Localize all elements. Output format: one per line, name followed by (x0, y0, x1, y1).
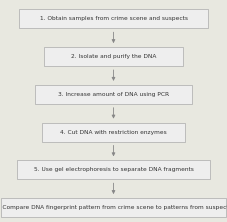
FancyBboxPatch shape (19, 10, 208, 28)
FancyBboxPatch shape (17, 160, 210, 179)
Text: 4. Cut DNA with restriction enzymes: 4. Cut DNA with restriction enzymes (60, 130, 167, 135)
Text: 6. Compare DNA fingerprint pattern from crime scene to patterns from suspects: 6. Compare DNA fingerprint pattern from … (0, 205, 227, 210)
Text: 3. Increase amount of DNA using PCR: 3. Increase amount of DNA using PCR (58, 92, 169, 97)
Text: 5. Use gel electrophoresis to separate DNA fragments: 5. Use gel electrophoresis to separate D… (34, 167, 193, 172)
FancyBboxPatch shape (44, 47, 183, 66)
FancyBboxPatch shape (35, 85, 192, 104)
FancyBboxPatch shape (42, 123, 185, 142)
Text: 2. Isolate and purify the DNA: 2. Isolate and purify the DNA (71, 54, 156, 59)
Text: 1. Obtain samples from crime scene and suspects: 1. Obtain samples from crime scene and s… (39, 16, 188, 21)
FancyBboxPatch shape (1, 198, 226, 217)
